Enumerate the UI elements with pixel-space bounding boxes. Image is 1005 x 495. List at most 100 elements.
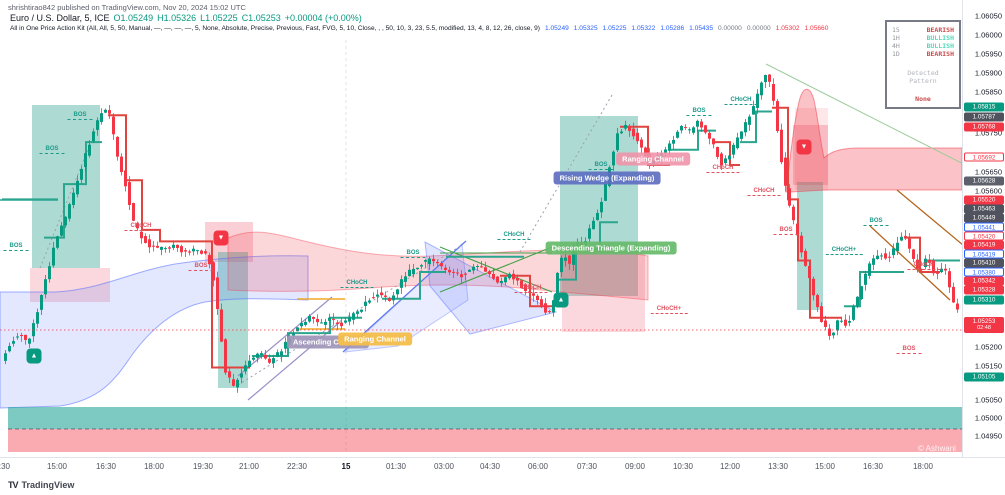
structure-line-3 xyxy=(252,316,362,357)
detected-pattern-label: Detected Pattern xyxy=(907,68,939,85)
indicator-value: 1.05325 xyxy=(573,25,598,32)
structure-line-14 xyxy=(904,236,940,273)
indicator-value: 1.05322 xyxy=(631,25,656,32)
tradingview-mark-icon: TV xyxy=(8,480,18,490)
indicator-value: 1.05435 xyxy=(689,25,714,32)
price-level-badge: 1.05768 xyxy=(964,122,1004,132)
indicator-value: 1.05249 xyxy=(544,25,569,32)
bos-label: BOS xyxy=(400,250,426,258)
time-axis-label: 15:00 xyxy=(46,462,68,471)
signal-rows: 15 BEARISH 1H BULLISH 4H BULLISH 1D BEARISH xyxy=(892,26,954,58)
time-axis-label: 07:30 xyxy=(576,462,598,471)
structure-line-10 xyxy=(714,141,740,166)
ohlc-value: L1.05225 xyxy=(200,13,238,23)
tradingview-logo[interactable]: TV TradingView xyxy=(8,480,74,490)
down-signal-marker[interactable]: ▼ xyxy=(213,230,229,246)
time-axis-label: 16:30 xyxy=(862,462,884,471)
choch-label: CHoCH xyxy=(514,285,548,293)
time-axis[interactable]: 13:30 15:00 16:30 18:00 19:30 21:00 22:30 15 01:… xyxy=(0,457,1005,478)
price-level-badge: 1.05441 xyxy=(964,222,1004,232)
signal-value: BEARISH xyxy=(926,26,954,34)
price-level-badge: 1.05449 xyxy=(964,213,1004,223)
price-level-badge: 1.05692 xyxy=(964,152,1004,162)
signal-row-15: 15 BEARISH xyxy=(892,26,954,34)
bos-label: BOS xyxy=(188,263,214,271)
indicator-title[interactable]: All in One Price Action Kit (All, All, 5… xyxy=(10,25,540,32)
cloud-band-3 xyxy=(795,108,828,190)
price-level-badge: 1.05520 xyxy=(964,195,1004,205)
indicator-value: 1.05286 xyxy=(660,25,685,32)
cloud-band-2 xyxy=(785,88,962,193)
indicator-legend[interactable]: All in One Price Action Kit (All, All, 5… xyxy=(10,25,828,32)
time-axis-label: 04:30 xyxy=(479,462,501,471)
down-signal-marker[interactable]: ▼ xyxy=(796,139,812,155)
price-axis-label: 1.05150 xyxy=(974,361,1002,371)
bos-label: BOS xyxy=(588,162,614,170)
symbol-title[interactable]: Euro / U.S. Dollar, 5, ICE xyxy=(10,13,110,23)
chart-annotations-layer: BOS BOS BOS BOS BOS BOS BOS CHoCH CHoCH CHoCH CHoC… xyxy=(3,97,941,364)
price-axis-label: 1.05950 xyxy=(974,49,1002,59)
multi-timeframe-signal-panel: 15 BEARISH 1H BULLISH 4H BULLISH 1D BEARISH Det… xyxy=(885,20,961,109)
candlestick-chart[interactable] xyxy=(0,0,962,457)
choch-plus-label: CHoCH+ xyxy=(650,306,688,314)
indicator-value: 1.05660 xyxy=(804,25,829,32)
price-axis-label: 1.05200 xyxy=(974,342,1002,352)
choch-label: CHoCH xyxy=(747,188,781,196)
pattern-label-ranging-channel[interactable]: Ranging Channel xyxy=(338,332,412,346)
indicator-value: 1.05225 xyxy=(602,25,627,32)
current-price-badge: 1.05253 02:48 xyxy=(964,317,1004,333)
supply-demand-zone-6 xyxy=(793,125,828,185)
cloud-band-0 xyxy=(0,255,309,409)
pattern-label-ranging-channel[interactable]: Ranging Channel xyxy=(616,152,690,166)
structure-line-1 xyxy=(44,141,102,239)
time-axis-label: 18:00 xyxy=(912,462,934,471)
price-axis[interactable]: 1.06050 1.06000 1.05950 1.05900 1.05850 1.057… xyxy=(962,0,1005,457)
signal-value: BULLISH xyxy=(926,34,954,42)
trend-line-9 xyxy=(765,63,962,164)
price-level-badge: 1.05419 xyxy=(964,240,1004,250)
supply-demand-zone-4 xyxy=(560,116,638,296)
signal-value: BEARISH xyxy=(926,50,954,58)
price-level-badge: 1.05310 xyxy=(964,295,1004,305)
trend-line-11 xyxy=(869,225,951,301)
trend-line-13 xyxy=(237,244,463,386)
up-signal-marker[interactable]: ▲ xyxy=(26,348,42,364)
choch-label: CHoCH xyxy=(724,97,758,105)
trend-line-12 xyxy=(39,109,105,269)
price-axis-label: 1.05850 xyxy=(974,87,1002,97)
indicator-value: 0.00000 xyxy=(718,25,742,32)
timeframe-label: 15 xyxy=(892,26,900,34)
time-axis-label: 21:00 xyxy=(238,462,260,471)
ohlc-value: C1.05253 xyxy=(241,13,281,23)
indicator-value: 1.05302 xyxy=(775,25,800,32)
trend-line-1 xyxy=(237,296,333,377)
time-axis-label: 12:00 xyxy=(719,462,741,471)
bos-label: BOS xyxy=(39,146,65,154)
price-axis-label: 1.05650 xyxy=(974,167,1002,177)
price-level-badge: 1.05463 xyxy=(964,204,1004,214)
price-axis-label: 1.05600 xyxy=(974,186,1002,196)
signal-row-1h: 1H BULLISH xyxy=(892,34,954,42)
structure-line-11 xyxy=(740,110,772,144)
choch-label: CHoCH xyxy=(706,165,740,173)
bos-label: BOS xyxy=(773,227,799,235)
price-level-badge: 1.05410 xyxy=(964,258,1004,268)
time-axis-label: 01:30 xyxy=(385,462,407,471)
price-level-badge: 1.05105 xyxy=(964,372,1004,382)
timeframe-label: 1D xyxy=(892,50,900,58)
ohlc-value: H1.05326 xyxy=(157,13,197,23)
time-axis-label: 03:00 xyxy=(433,462,455,471)
trend-line-10 xyxy=(896,189,962,246)
choch-plus-label: CHoCH+ xyxy=(825,247,863,255)
price-axis-label: 1.05050 xyxy=(974,395,1002,405)
symbol-legend[interactable]: Euro / U.S. Dollar, 5, ICE O1.05249 H1.053… xyxy=(10,13,362,23)
ohlc-value: O1.05249 xyxy=(113,13,154,23)
price-axis-label: 1.06000 xyxy=(974,30,1002,40)
time-axis-label: 15 xyxy=(341,462,351,471)
price-level-badge: 1.05815 xyxy=(964,102,1004,112)
price-axis-label: 1.05750 xyxy=(974,128,1002,138)
pattern-label-rising-wedge-expanding-[interactable]: Rising Wedge (Expanding) xyxy=(553,171,661,185)
price-level-badge: 1.05628 xyxy=(964,176,1004,186)
pattern-label-descending-triangle-expanding-[interactable]: Descending Triangle (Expanding) xyxy=(545,241,677,255)
up-signal-marker[interactable]: ▲ xyxy=(553,292,569,308)
